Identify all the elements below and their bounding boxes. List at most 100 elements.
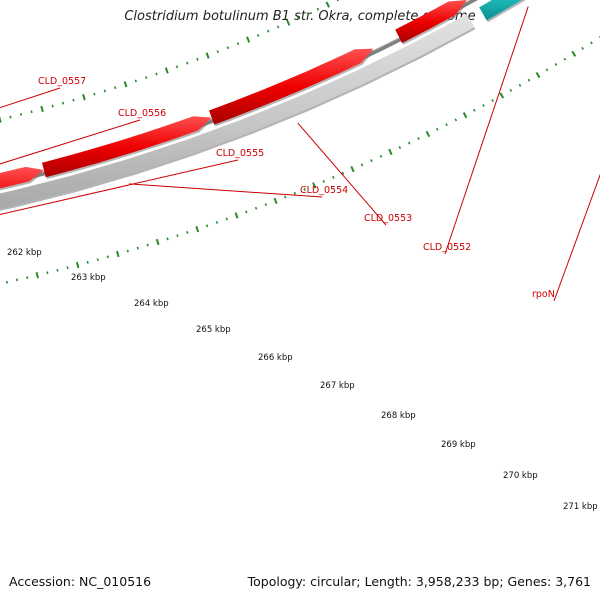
tick-mark (226, 46, 230, 50)
gene-label-cld_0553: CLD_0553 (364, 213, 412, 224)
gene-label-cld_0556: CLD_0556 (118, 108, 166, 119)
cds-arrow (42, 116, 212, 178)
tick-mark (472, 108, 476, 112)
leader-line (444, 6, 529, 255)
tick-mark (518, 83, 522, 87)
tick-mark (215, 220, 219, 224)
kbp-label: 269 kbp (441, 440, 476, 450)
tick-mark (417, 137, 420, 141)
tick-mark (0, 116, 2, 123)
tick-mark (216, 50, 219, 54)
tick-mark (195, 226, 200, 233)
tick-mark (86, 260, 89, 264)
leader-line (128, 183, 323, 198)
tick-mark (40, 105, 44, 113)
cds-track (0, 0, 469, 191)
feature-track (0, 0, 526, 211)
kbp-label: 265 kbp (196, 325, 231, 335)
gene-label-cld_0552: CLD_0552 (423, 242, 471, 253)
tick-mark (336, 0, 339, 2)
tick-mark (106, 255, 109, 259)
tick-mark (175, 65, 179, 69)
tick-mark (388, 148, 393, 156)
kbp-label: 271 kbp (563, 502, 598, 512)
tick-mark (527, 78, 531, 82)
tick-mark (186, 61, 189, 65)
tick-mark (332, 175, 335, 179)
kbp-label: 264 kbp (134, 299, 169, 309)
tick-mark (164, 67, 169, 74)
tick-mark (123, 81, 128, 88)
tick-mark (256, 33, 260, 37)
tick-mark (273, 197, 278, 205)
tick-mark (51, 104, 54, 108)
tick-mark (499, 92, 505, 99)
tick-mark (9, 115, 12, 119)
tick-mark (293, 191, 297, 195)
gene-label-rpon: rpoN (532, 289, 555, 300)
tick-mark (264, 203, 268, 207)
tick-mark (56, 268, 59, 272)
tick-mark (26, 276, 29, 280)
kbp-label: 270 kbp (503, 471, 538, 481)
tick-mark (19, 113, 23, 116)
genome-summary: Topology: circular; Length: 3,958,233 bp… (247, 574, 591, 589)
tick-mark (30, 110, 33, 114)
tick-mark (46, 271, 49, 275)
tick-mark (61, 101, 65, 105)
tick-mark (114, 86, 117, 90)
map-title: Clostridium botulinum B1 str. Okra, comp… (124, 9, 476, 24)
tick-mark (155, 238, 160, 246)
tick-mark (145, 76, 148, 79)
tick-mark (72, 98, 75, 102)
tick-mark (82, 94, 86, 101)
tick-mark (196, 57, 199, 61)
cds-arrow (395, 0, 467, 43)
tick-mark (246, 36, 251, 43)
tick-mark (236, 42, 240, 46)
tick-mark (482, 103, 485, 107)
leader-line (553, 173, 600, 302)
tick-mark (234, 212, 239, 219)
tick-mark (554, 63, 558, 66)
tick-mark (93, 92, 96, 96)
gene-labels: CLD_0557 CLD_0556 CLD_0555 CLD_0554 CLD_0553… (0, 6, 600, 302)
kbp-label: 266 kbp (258, 353, 293, 363)
tick-mark (350, 165, 355, 173)
tick-mark (146, 243, 149, 247)
cds-arrow (0, 166, 44, 189)
tick-mark (186, 231, 189, 234)
gene-label-cld_0555: CLD_0555 (216, 148, 264, 159)
tick-mark (35, 272, 39, 279)
tick-mark (66, 266, 69, 270)
feature-block (0, 14, 475, 209)
tick-mark (75, 261, 80, 269)
tick-mark (370, 159, 373, 163)
tick-mark (166, 237, 169, 241)
kbp-label: 262 kbp (7, 248, 42, 258)
tick-mark (535, 71, 541, 79)
position-labels: 262 kbp 263 kbp 264 kbp 265 kbp 266 kbp 267 k… (7, 248, 598, 512)
tick-mark (491, 99, 494, 102)
tick-mark (407, 141, 411, 145)
tick-mark (306, 12, 310, 16)
tick-mark (126, 249, 129, 253)
gene-label-cld_0557: CLD_0557 (38, 76, 86, 87)
tick-mark (245, 210, 248, 214)
tick-mark (225, 217, 228, 221)
tick-mark (360, 163, 364, 167)
tick-mark (545, 68, 549, 72)
kbp-label: 268 kbp (381, 411, 416, 421)
tick-mark (445, 123, 448, 127)
tick-mark (509, 88, 513, 92)
tick-mark (254, 206, 258, 210)
tick-mark (316, 7, 320, 11)
tick-mark (205, 52, 210, 59)
accession-text: Accession: NC_010516 (9, 574, 152, 589)
tick-mark (103, 89, 106, 93)
leader-line (0, 159, 239, 216)
tick-mark (581, 46, 585, 50)
gene-label-cld_0554: CLD_0554 (300, 185, 348, 196)
tick-mark (284, 195, 287, 199)
